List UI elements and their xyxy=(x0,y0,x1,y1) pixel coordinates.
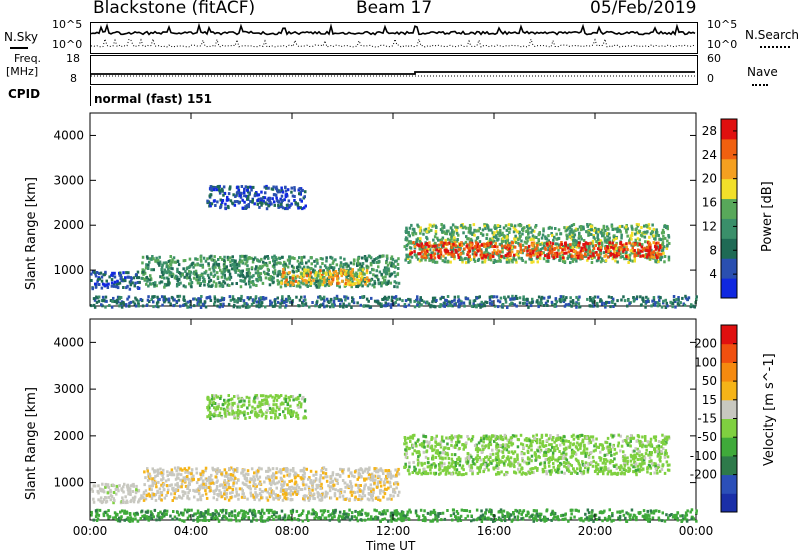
power-cbar-seg-5 xyxy=(721,178,737,200)
power-cbar-seg-0 xyxy=(721,278,737,299)
power-cbar-tick-label-3: 16 xyxy=(702,196,717,210)
velocity-region-2 xyxy=(403,433,671,477)
power-cbar-tick-label-2: 12 xyxy=(702,219,717,233)
freq-trace xyxy=(91,71,695,75)
velocity-cbar-seg-0 xyxy=(721,493,737,513)
nave-tick-top: 60 xyxy=(707,52,721,65)
time-tick-label-6: 00:00 xyxy=(679,524,714,538)
noise-tick-left-top: 10^5 xyxy=(52,18,83,31)
velocity-ytick-label-1: 2000 xyxy=(53,429,84,443)
station-title: Blackstone (fitACF) xyxy=(93,0,256,18)
velocity-cbar-seg-5 xyxy=(721,399,737,419)
velocity-cbar-tick-label-0: 200 xyxy=(694,337,717,351)
power-cbar-tick-label-1: 8 xyxy=(709,243,717,257)
power-cbar-seg-7 xyxy=(721,138,737,160)
velocity-cbar-seg-2 xyxy=(721,455,737,476)
beam-title: Beam 17 xyxy=(356,0,433,18)
time-tick-label-5: 20:00 xyxy=(578,524,613,538)
power-ytick-label-0: 1000 xyxy=(53,263,84,277)
velocity-cbar-tick-label-2: 50 xyxy=(702,374,717,388)
cpid-separator xyxy=(90,86,91,106)
power-region-6 xyxy=(90,294,698,309)
power-cbar-seg-2 xyxy=(721,238,737,259)
nave-label: Nave xyxy=(747,65,778,79)
power-region-5 xyxy=(206,184,307,211)
velocity-cbar-seg-9 xyxy=(721,325,737,345)
velocity-cbar-tick-label-6: -100 xyxy=(690,449,717,463)
velocity-region-4 xyxy=(90,508,698,523)
time-tick-label-4: 16:00 xyxy=(477,524,512,538)
time-tick-label-0: 00:00 xyxy=(73,524,108,538)
power-cbar-seg-8 xyxy=(721,119,737,140)
power-cbar-tick-label-6: 28 xyxy=(702,124,717,138)
time-tick-label-2: 08:00 xyxy=(275,524,310,538)
nave-tick-bottom: 0 xyxy=(707,72,714,85)
velocity-cbar-seg-7 xyxy=(721,362,737,382)
power-cbar-seg-4 xyxy=(721,198,737,219)
power-ytick-label-3: 4000 xyxy=(53,128,84,142)
noise-tick-right-bottom: 10^0 xyxy=(707,38,738,51)
velocity-cbar-tick-label-5: -50 xyxy=(697,430,717,444)
velocity-region-0 xyxy=(90,482,143,505)
nsky-legend-line xyxy=(10,47,28,49)
freq-tick-top: 18 xyxy=(66,52,80,65)
velocity-cbar-tick-label-3: 15 xyxy=(702,393,717,407)
power-ytick-label-2: 3000 xyxy=(53,173,84,187)
noise-tick-left-bottom: 10^0 xyxy=(52,38,83,51)
power-region-2 xyxy=(280,267,371,287)
power-cbar-frame xyxy=(720,118,738,299)
power-ytick-label-1: 2000 xyxy=(53,218,84,232)
power-cbar-tick-label-5: 24 xyxy=(702,148,717,162)
velocity-region-3 xyxy=(206,393,308,420)
nsearch-legend-line xyxy=(760,46,790,48)
freq-label: Freq. xyxy=(14,52,42,65)
power-region-0 xyxy=(90,270,141,291)
velocity-region-1 xyxy=(141,466,401,502)
nsearch-label: N.Search xyxy=(745,28,800,42)
velocity-ytick-label-0: 1000 xyxy=(53,476,84,490)
noise-panel xyxy=(90,22,698,54)
nsearch-trace xyxy=(90,37,696,48)
freq-unit-label: [MHz] xyxy=(6,65,39,78)
cpid-label: CPID xyxy=(8,87,41,101)
velocity-cbar-tick-label-4: -15 xyxy=(697,412,717,426)
power-cbar-tick-label-4: 20 xyxy=(702,172,717,186)
time-axis-label: Time UT xyxy=(366,539,416,553)
velocity-cbar-seg-6 xyxy=(721,381,737,401)
nsky-trace xyxy=(90,22,696,36)
noise-tick-right-top: 10^5 xyxy=(707,18,738,31)
velocity-cbar-tick-label-1: 100 xyxy=(694,355,717,369)
time-tick-label-1: 04:00 xyxy=(174,524,209,538)
date-title: 05/Feb/2019 xyxy=(590,0,697,18)
power-cbar-seg-6 xyxy=(721,158,737,180)
velocity-cbar-seg-4 xyxy=(721,418,737,438)
power-cbar-seg-1 xyxy=(721,258,737,279)
power-cbar-tick-label-0: 4 xyxy=(709,267,717,281)
nave-legend-line xyxy=(752,84,768,86)
freq-panel xyxy=(90,55,698,85)
power-region-4 xyxy=(409,240,663,260)
velocity-ytick-label-2: 3000 xyxy=(53,382,84,396)
velocity-cbar-seg-1 xyxy=(721,474,737,494)
power-cbar-seg-3 xyxy=(721,218,737,239)
cpid-text: normal (fast) 151 xyxy=(94,92,212,106)
freq-tick-bottom: 8 xyxy=(70,72,77,85)
velocity-ytick-label-3: 4000 xyxy=(53,335,84,349)
nsky-label: N.Sky xyxy=(4,30,39,44)
velocity-cbar-seg-3 xyxy=(721,437,737,457)
velocity-cbar-tick-label-7: -200 xyxy=(690,468,717,482)
time-tick-label-3: 12:00 xyxy=(376,524,411,538)
velocity-cbar-seg-8 xyxy=(721,343,737,363)
